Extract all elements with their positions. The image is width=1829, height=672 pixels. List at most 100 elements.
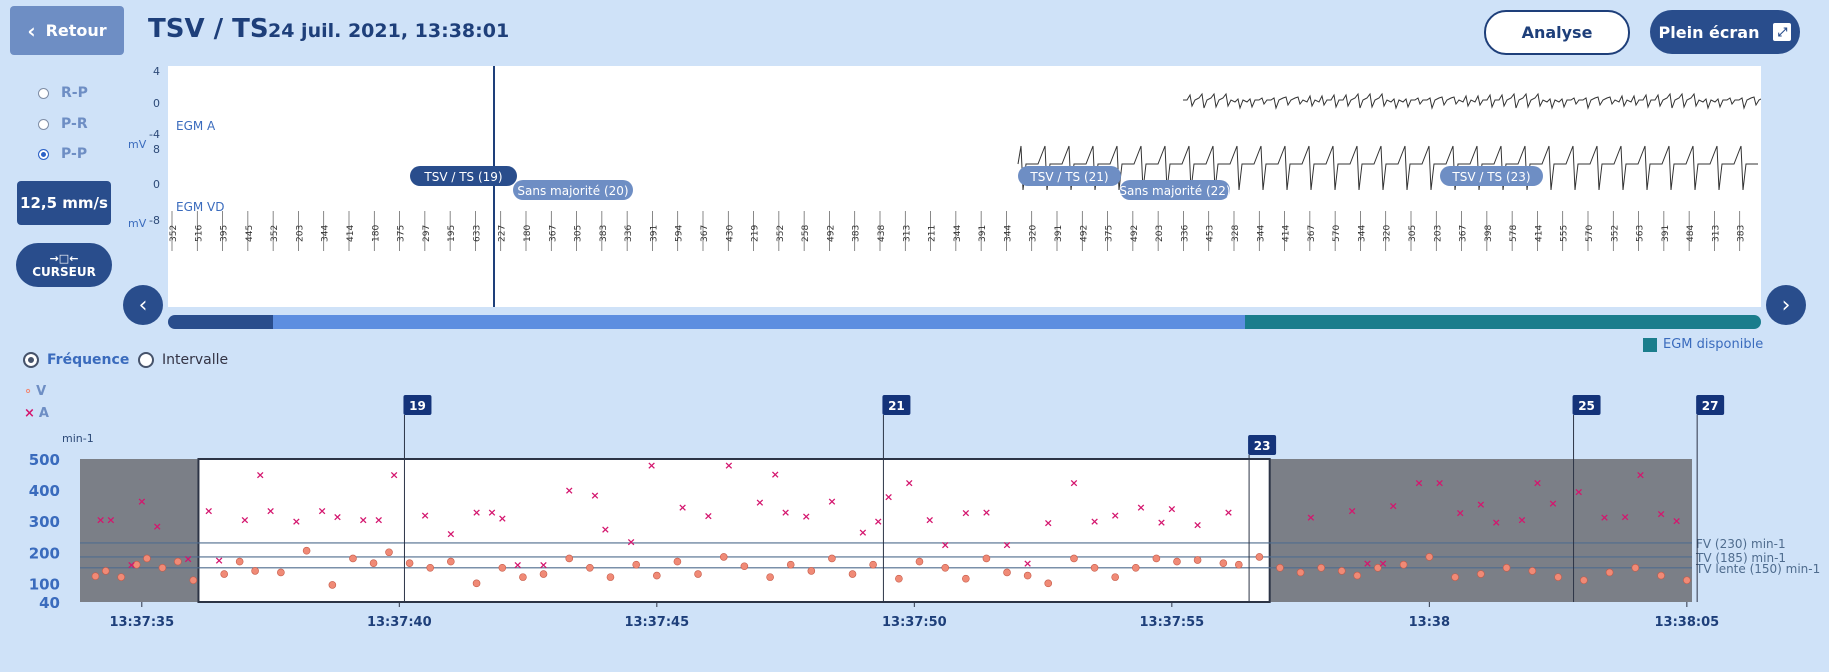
episode-marker-flag[interactable] [1248, 435, 1277, 455]
interval-value: 492 [1130, 225, 1140, 242]
episode-tag[interactable] [1018, 166, 1121, 186]
a-point: × [755, 496, 764, 509]
episode-tag[interactable] [1120, 180, 1230, 200]
radio-r-p-input[interactable] [38, 87, 49, 99]
v-point [1234, 560, 1243, 569]
selected-window[interactable] [197, 458, 1271, 603]
analyse-button[interactable]: Analyse [1484, 10, 1630, 55]
progress-segment-window[interactable] [273, 315, 1245, 329]
scroll-left-button[interactable]: ‹ [123, 285, 163, 325]
scroll-right-button[interactable]: › [1766, 285, 1806, 325]
speed-button[interactable]: 12,5 mm/s [17, 181, 111, 225]
radio-r-p[interactable]: R-P [38, 85, 88, 101]
fullscreen-button[interactable]: Plein écran ⤢ [1650, 10, 1800, 54]
interval-value: 367 [548, 225, 558, 242]
a-point: × [601, 523, 610, 536]
interval-value: 344 [1003, 225, 1013, 242]
mode-frequence[interactable]: Fréquence [23, 352, 129, 368]
v-point [426, 564, 435, 572]
a-point: × [1306, 511, 1315, 524]
v-point [1276, 564, 1284, 572]
episode-marker-flag[interactable] [403, 395, 432, 415]
mode-frequence-radio[interactable] [23, 352, 39, 368]
v-point [251, 567, 259, 575]
a-point: × [1136, 501, 1145, 514]
v-point [220, 570, 229, 578]
episode-marker-flag[interactable] [882, 395, 911, 415]
a-point: × [1656, 508, 1665, 521]
interval-value: 414 [346, 225, 356, 242]
mode-intervalle-radio[interactable] [138, 352, 154, 368]
a-marker-icon: × [24, 406, 35, 421]
a-point: × [905, 477, 914, 490]
progress-segment-available [1244, 315, 1761, 329]
marker-strip: 352 516 395 445 352 203 344 414 180 375 297 195 633 2… [169, 211, 1747, 251]
radio-p-p[interactable]: P-P [38, 146, 87, 162]
v-point [1003, 568, 1011, 577]
episode-tag[interactable] [410, 166, 517, 186]
interval-value: 383 [599, 225, 609, 242]
episode-marker-flag[interactable] [1572, 395, 1601, 415]
v-point [1337, 567, 1346, 575]
threshold-label: TV (185) min-1 [1695, 551, 1786, 565]
a-point: × [292, 515, 301, 528]
a-point: × [704, 510, 713, 523]
v-point [369, 559, 378, 567]
v-point [1631, 564, 1640, 572]
a-point: × [1111, 509, 1120, 522]
episode-tag[interactable] [513, 180, 633, 200]
a-point: × [961, 506, 970, 519]
a-point: × [678, 501, 687, 514]
interval-value: 570 [1332, 225, 1342, 242]
y-tick-label: 300 [29, 513, 60, 531]
episode-tag[interactable] [1440, 166, 1543, 186]
interval-value: 258 [801, 225, 811, 242]
a-point: × [1002, 538, 1011, 551]
mode-intervalle[interactable]: Intervalle [138, 352, 228, 368]
episode-marker-label: 23 [1254, 439, 1271, 453]
episode-marker-label: 19 [409, 399, 426, 413]
v-point [1044, 579, 1053, 588]
a-point: × [390, 469, 399, 482]
interval-value: 180 [523, 225, 533, 242]
egm-progress-bar[interactable] [168, 315, 1761, 329]
interval-value: 391 [1054, 225, 1064, 242]
a-point: × [771, 468, 780, 481]
cursor-button[interactable]: →□← CURSEUR [16, 243, 112, 287]
radio-p-r[interactable]: P-R [38, 116, 88, 132]
back-button[interactable]: ‹ Retour [10, 6, 124, 55]
v-point [673, 557, 682, 566]
a-point: × [1492, 516, 1501, 529]
interval-value: 297 [422, 225, 432, 242]
radio-p-r-input[interactable] [38, 118, 49, 130]
v-point [328, 581, 337, 589]
v-point [828, 554, 836, 563]
chevron-left-icon: ‹ [138, 292, 148, 318]
a-point: × [1193, 518, 1202, 531]
radio-p-p-input[interactable] [38, 148, 49, 160]
v-point [653, 571, 661, 580]
egm-axis: 4 0 -4 8 0 -8 mV mV [128, 65, 160, 230]
back-label: Retour [45, 21, 107, 40]
interval-value: 305 [1408, 225, 1418, 242]
v-point [277, 568, 285, 577]
interval-value: 313 [1711, 225, 1721, 242]
v-point [143, 554, 151, 563]
v-point [915, 557, 924, 566]
v-point [158, 564, 167, 572]
threshold-label: TV lente (150) min-1 [1695, 562, 1820, 576]
v-point [1152, 554, 1161, 563]
interval-value: 203 [1433, 225, 1443, 242]
egm-panel[interactable]: EGM A EGM VD 352 516 395 445 352 203 344 414 180… [168, 66, 1761, 307]
a-point: × [1023, 557, 1032, 570]
v-point [1605, 568, 1614, 577]
a-point: × [1533, 476, 1542, 489]
a-point: × [1069, 476, 1078, 489]
v-point [848, 570, 857, 578]
y-axis-label: min-1 [62, 432, 94, 445]
episode-marker-flag[interactable] [1696, 395, 1725, 415]
episode-marker-label: 27 [1702, 399, 1719, 413]
v-point [132, 560, 141, 569]
interval-value: 438 [877, 225, 887, 242]
